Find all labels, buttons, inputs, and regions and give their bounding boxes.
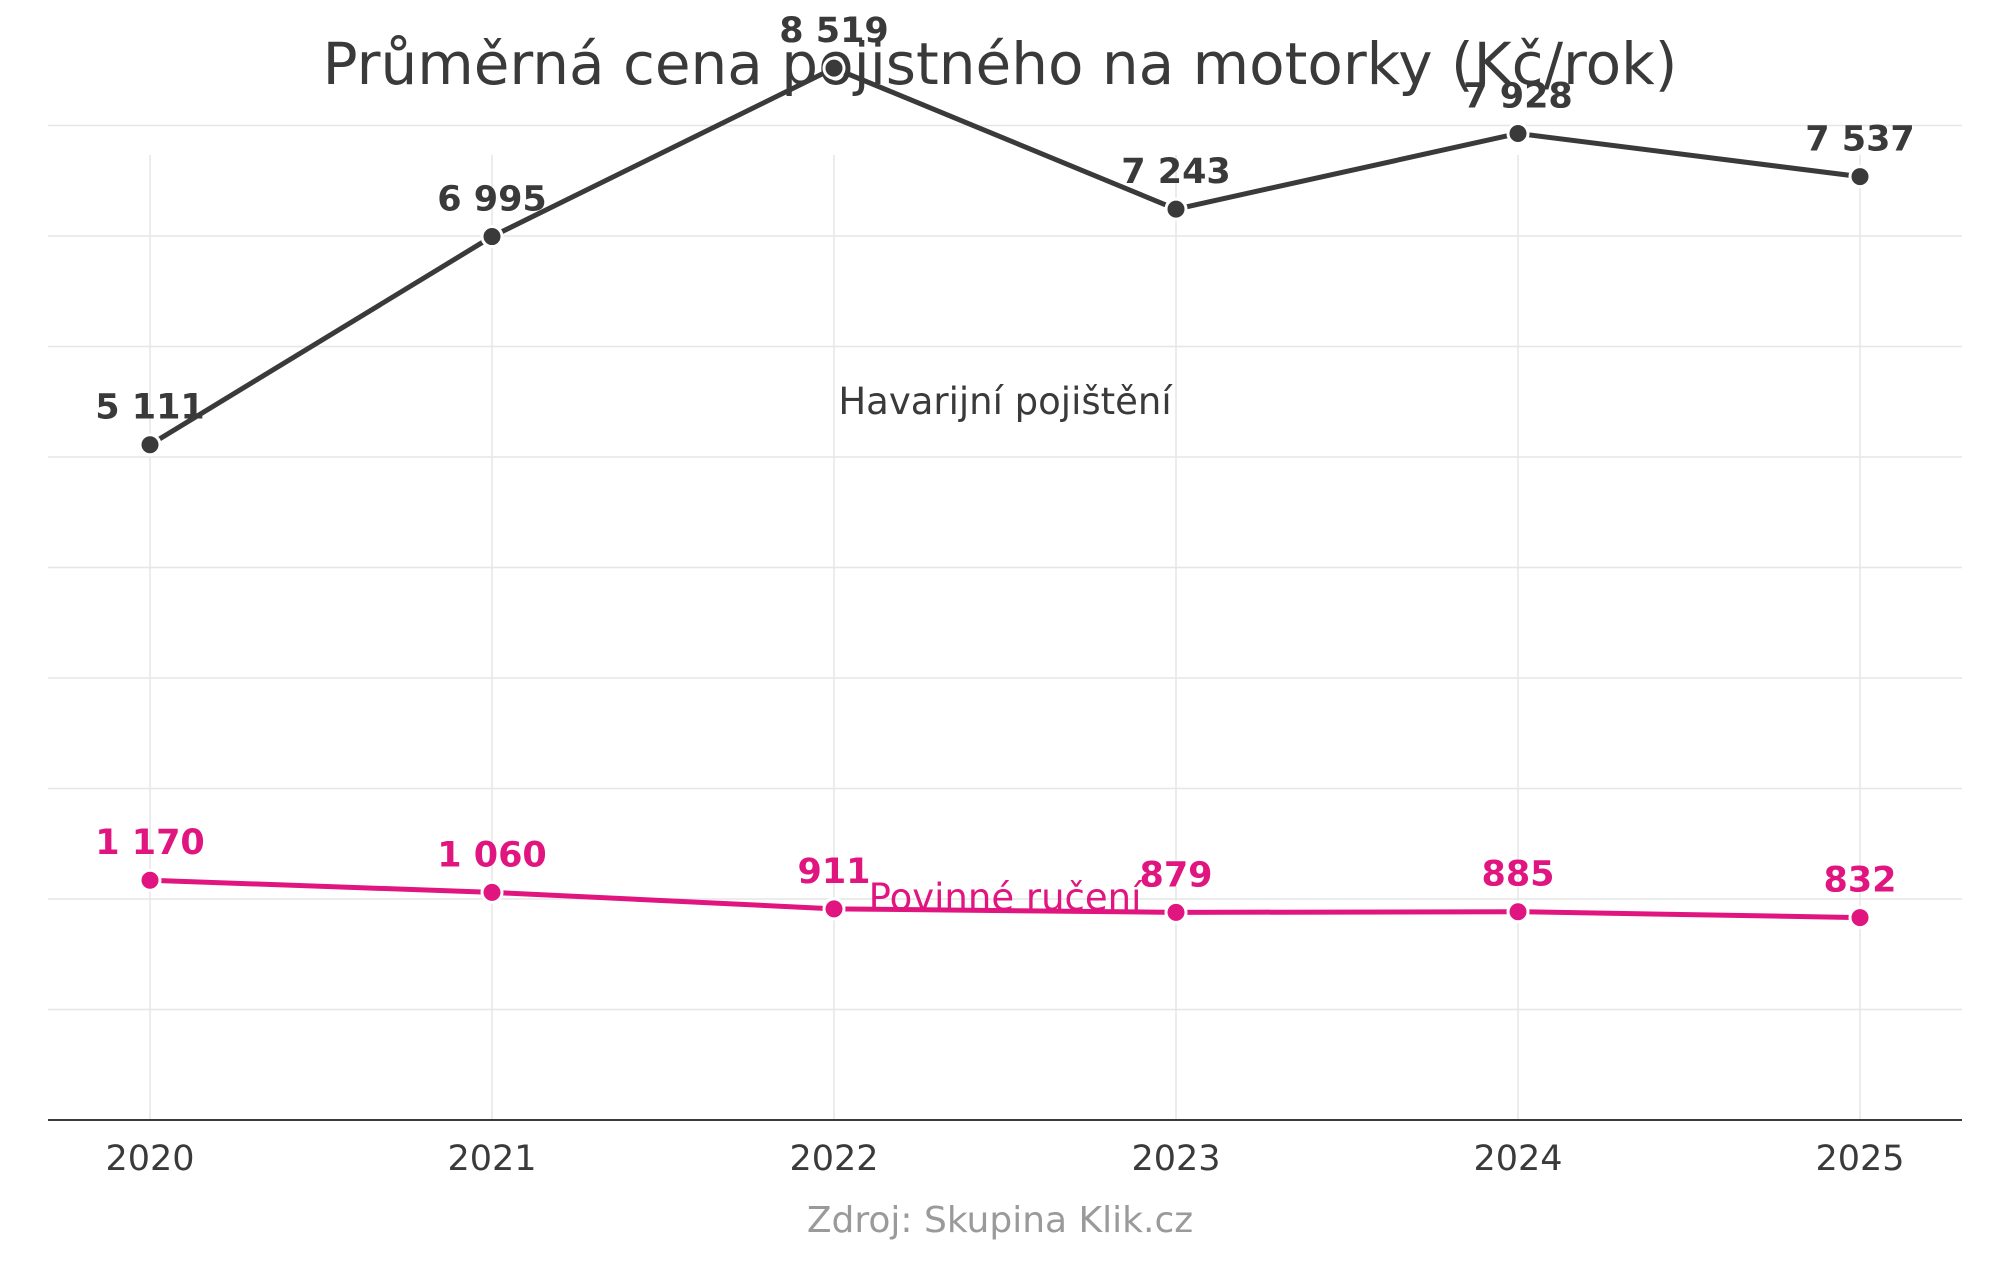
data-point xyxy=(480,225,504,249)
data-point xyxy=(480,880,504,904)
source-note: Zdroj: Skupina Klik.cz xyxy=(806,1200,1194,1241)
data-label: 5 111 xyxy=(95,388,205,428)
series-povinne: 1 170 1 060 911 879 885 832 Povinné ručení xyxy=(95,823,1897,930)
chart-title: Průměrná cena pojistného na motorky (Kč/… xyxy=(322,30,1678,98)
series-layer: 5 111 6 995 8 519 7 243 7 928 7 537 Havarijní … xyxy=(95,11,1915,930)
series-havarijni: 5 111 6 995 8 519 7 243 7 928 7 537 Havarijní … xyxy=(95,11,1915,457)
gridlines xyxy=(48,124,1962,1120)
data-point xyxy=(822,56,846,80)
data-label: 1 060 xyxy=(437,835,547,875)
series-line xyxy=(147,877,1863,921)
data-point xyxy=(138,433,162,457)
x-tick-label: 2024 xyxy=(1473,1139,1562,1179)
series-line xyxy=(147,65,1863,448)
x-tick-label: 2025 xyxy=(1815,1139,1904,1179)
data-point xyxy=(138,868,162,892)
x-tick-label: 2021 xyxy=(447,1139,536,1179)
data-label: 1 170 xyxy=(95,823,205,863)
data-label: 879 xyxy=(1139,855,1212,895)
data-point xyxy=(1506,900,1530,924)
data-point xyxy=(1848,165,1872,189)
series-name-label: Povinné ručení xyxy=(869,876,1143,919)
data-point xyxy=(1506,121,1530,145)
x-tick-label: 2022 xyxy=(789,1139,878,1179)
x-axis: 2020 2021 2022 2023 2024 2025 xyxy=(48,1119,1962,1179)
data-point xyxy=(1164,900,1188,924)
data-label: 7 243 xyxy=(1121,152,1231,192)
data-label: 911 xyxy=(797,852,870,892)
x-tick-label: 2023 xyxy=(1131,1139,1220,1179)
data-label: 885 xyxy=(1481,855,1554,895)
x-tick-label: 2020 xyxy=(105,1139,194,1179)
data-label: 7 928 xyxy=(1463,76,1573,116)
data-label: 832 xyxy=(1823,861,1896,901)
data-label: 7 537 xyxy=(1805,120,1915,160)
data-point xyxy=(822,897,846,921)
data-point xyxy=(1848,906,1872,930)
data-label: 6 995 xyxy=(437,180,547,220)
data-point xyxy=(1164,197,1188,221)
series-name-label: Havarijní pojištění xyxy=(838,380,1173,423)
data-label: 8 519 xyxy=(779,11,889,51)
